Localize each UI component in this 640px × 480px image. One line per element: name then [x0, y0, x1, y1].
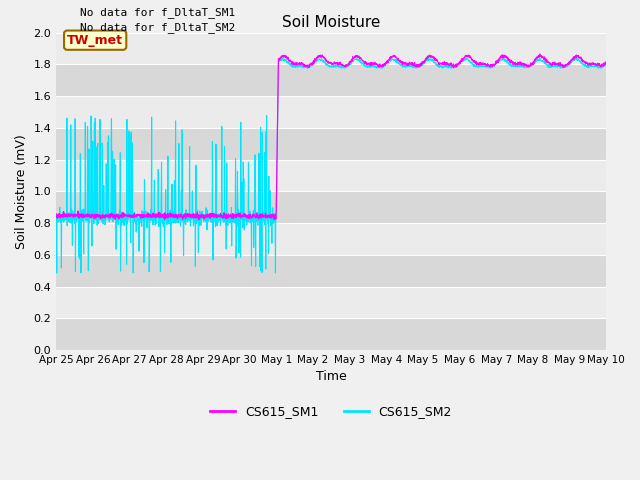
Bar [56, 192, 606, 223]
Bar [56, 159, 606, 192]
Title: Soil Moisture: Soil Moisture [282, 15, 380, 30]
Text: TW_met: TW_met [67, 34, 123, 47]
Text: No data for f_DltaT_SM2: No data for f_DltaT_SM2 [80, 22, 236, 33]
Bar [56, 96, 606, 128]
Bar [56, 255, 606, 287]
Text: No data for f_DltaT_SM1: No data for f_DltaT_SM1 [80, 7, 236, 18]
Bar [56, 33, 606, 64]
Legend: CS615_SM1, CS615_SM2: CS615_SM1, CS615_SM2 [205, 400, 457, 423]
X-axis label: Time: Time [316, 371, 346, 384]
Bar [56, 318, 606, 350]
Bar [56, 223, 606, 255]
Y-axis label: Soil Moisture (mV): Soil Moisture (mV) [15, 134, 28, 249]
Bar [56, 287, 606, 318]
Bar [56, 64, 606, 96]
Bar [56, 128, 606, 159]
